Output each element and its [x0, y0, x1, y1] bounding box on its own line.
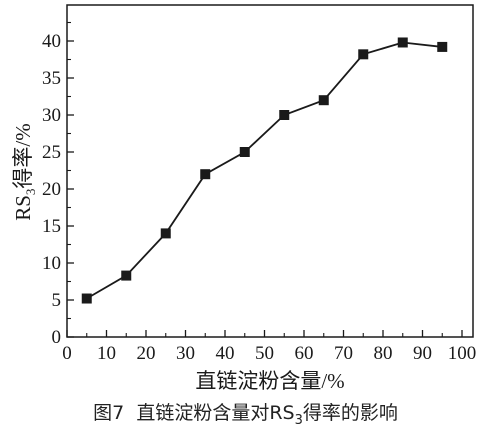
y-tick-label: 20 [42, 179, 61, 200]
y-tick-label: 30 [42, 105, 61, 126]
x-axis-label: 直链淀粉含量/% [195, 369, 344, 393]
x-axis-ticks: 0 10 20 30 40 50 60 70 80 90 100 [62, 330, 476, 364]
x-tick-label: 20 [137, 343, 156, 364]
y-tick-label: 25 [42, 142, 61, 163]
data-point [358, 49, 369, 60]
y-tick-label: 40 [42, 31, 61, 52]
figure-caption: 图7 直链淀粉含量对RS3得率的影响 [0, 398, 491, 428]
caption-text-after: 得率的影响 [302, 402, 398, 424]
x-tick-label: 10 [97, 343, 116, 364]
y-axis-label-main: RS [11, 195, 35, 221]
line-chart: 0 10 20 30 40 50 60 70 80 90 100 0510152025303540 … [11, 4, 476, 393]
caption-sub: 3 [294, 412, 303, 428]
y-tick-label: 0 [52, 327, 62, 348]
x-tick-label: 50 [255, 343, 274, 364]
data-point [279, 110, 290, 120]
caption-text-before: 直链淀粉含量对RS [136, 402, 295, 424]
series-line [86, 41, 443, 300]
y-tick-label: 10 [42, 253, 61, 274]
data-point [397, 37, 408, 48]
data-point [121, 270, 132, 281]
x-tick-label: 70 [334, 343, 353, 364]
plot-frame [66, 4, 474, 338]
x-tick-label: 30 [176, 343, 195, 364]
data-point [318, 95, 329, 106]
data-point [200, 169, 211, 180]
caption-prefix: 图7 [93, 402, 125, 424]
data-point [437, 41, 448, 52]
y-tick-label: 15 [42, 216, 61, 237]
data-point [81, 293, 92, 304]
x-tick-label: 80 [374, 343, 393, 364]
y-tick-label: 35 [42, 68, 61, 89]
x-tick-label: 60 [295, 343, 314, 364]
y-axis-label-rest: 得率/% [11, 123, 35, 188]
data-point [160, 228, 171, 239]
y-tick-label: 5 [52, 290, 62, 311]
x-tick-label: 0 [62, 343, 72, 364]
x-tick-label: 90 [413, 343, 432, 364]
y-axis-label-sub: 3 [23, 189, 38, 196]
y-axis-ticks: 0 5 10 15 20 25 30 35 40 [42, 21, 74, 348]
data-point [239, 147, 250, 157]
series-layer [81, 37, 448, 304]
x-tick-label: 100 [448, 343, 477, 364]
x-tick-label: 40 [216, 343, 235, 364]
y-axis-label: RS3得率/% [11, 123, 38, 221]
